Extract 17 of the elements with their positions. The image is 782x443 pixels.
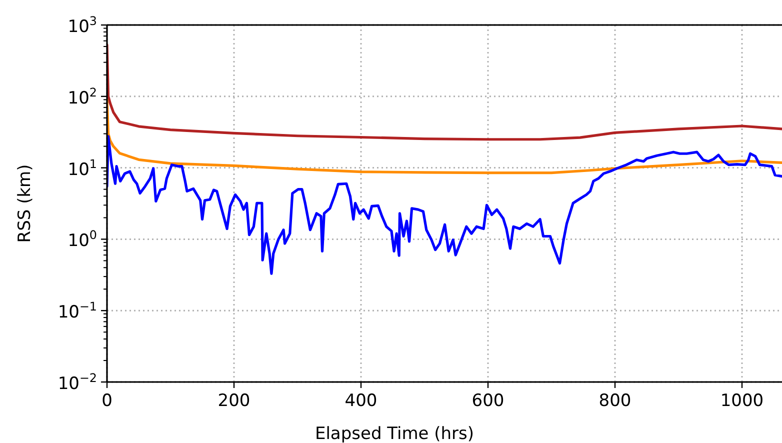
y-tick-label: 10$^{0}$ — [68, 228, 97, 252]
x-tick-label: 800 — [598, 391, 632, 411]
x-tick-label: 600 — [472, 391, 504, 411]
x-tick-label: 0 — [102, 391, 112, 411]
y-tick-label: 10$^{3}$ — [68, 14, 97, 37]
x-axis-title: Elapsed Time (hrs) — [314, 424, 474, 443]
y-axis-title: RSS (km) — [15, 164, 35, 243]
x-tick-label: 1000 — [720, 391, 764, 411]
y-tick-label: 10$^{1}$ — [68, 156, 97, 180]
line-series — [107, 98, 782, 174]
y-tick-label: 10$^{−2}$ — [58, 371, 97, 394]
x-tick-label: 200 — [218, 391, 250, 411]
y-tick-label: 10$^{−1}$ — [58, 300, 97, 323]
line-series — [107, 135, 782, 275]
x-tick-label: 400 — [344, 391, 378, 411]
line-series — [107, 44, 782, 141]
y-tick-label: 10$^{2}$ — [68, 85, 97, 108]
